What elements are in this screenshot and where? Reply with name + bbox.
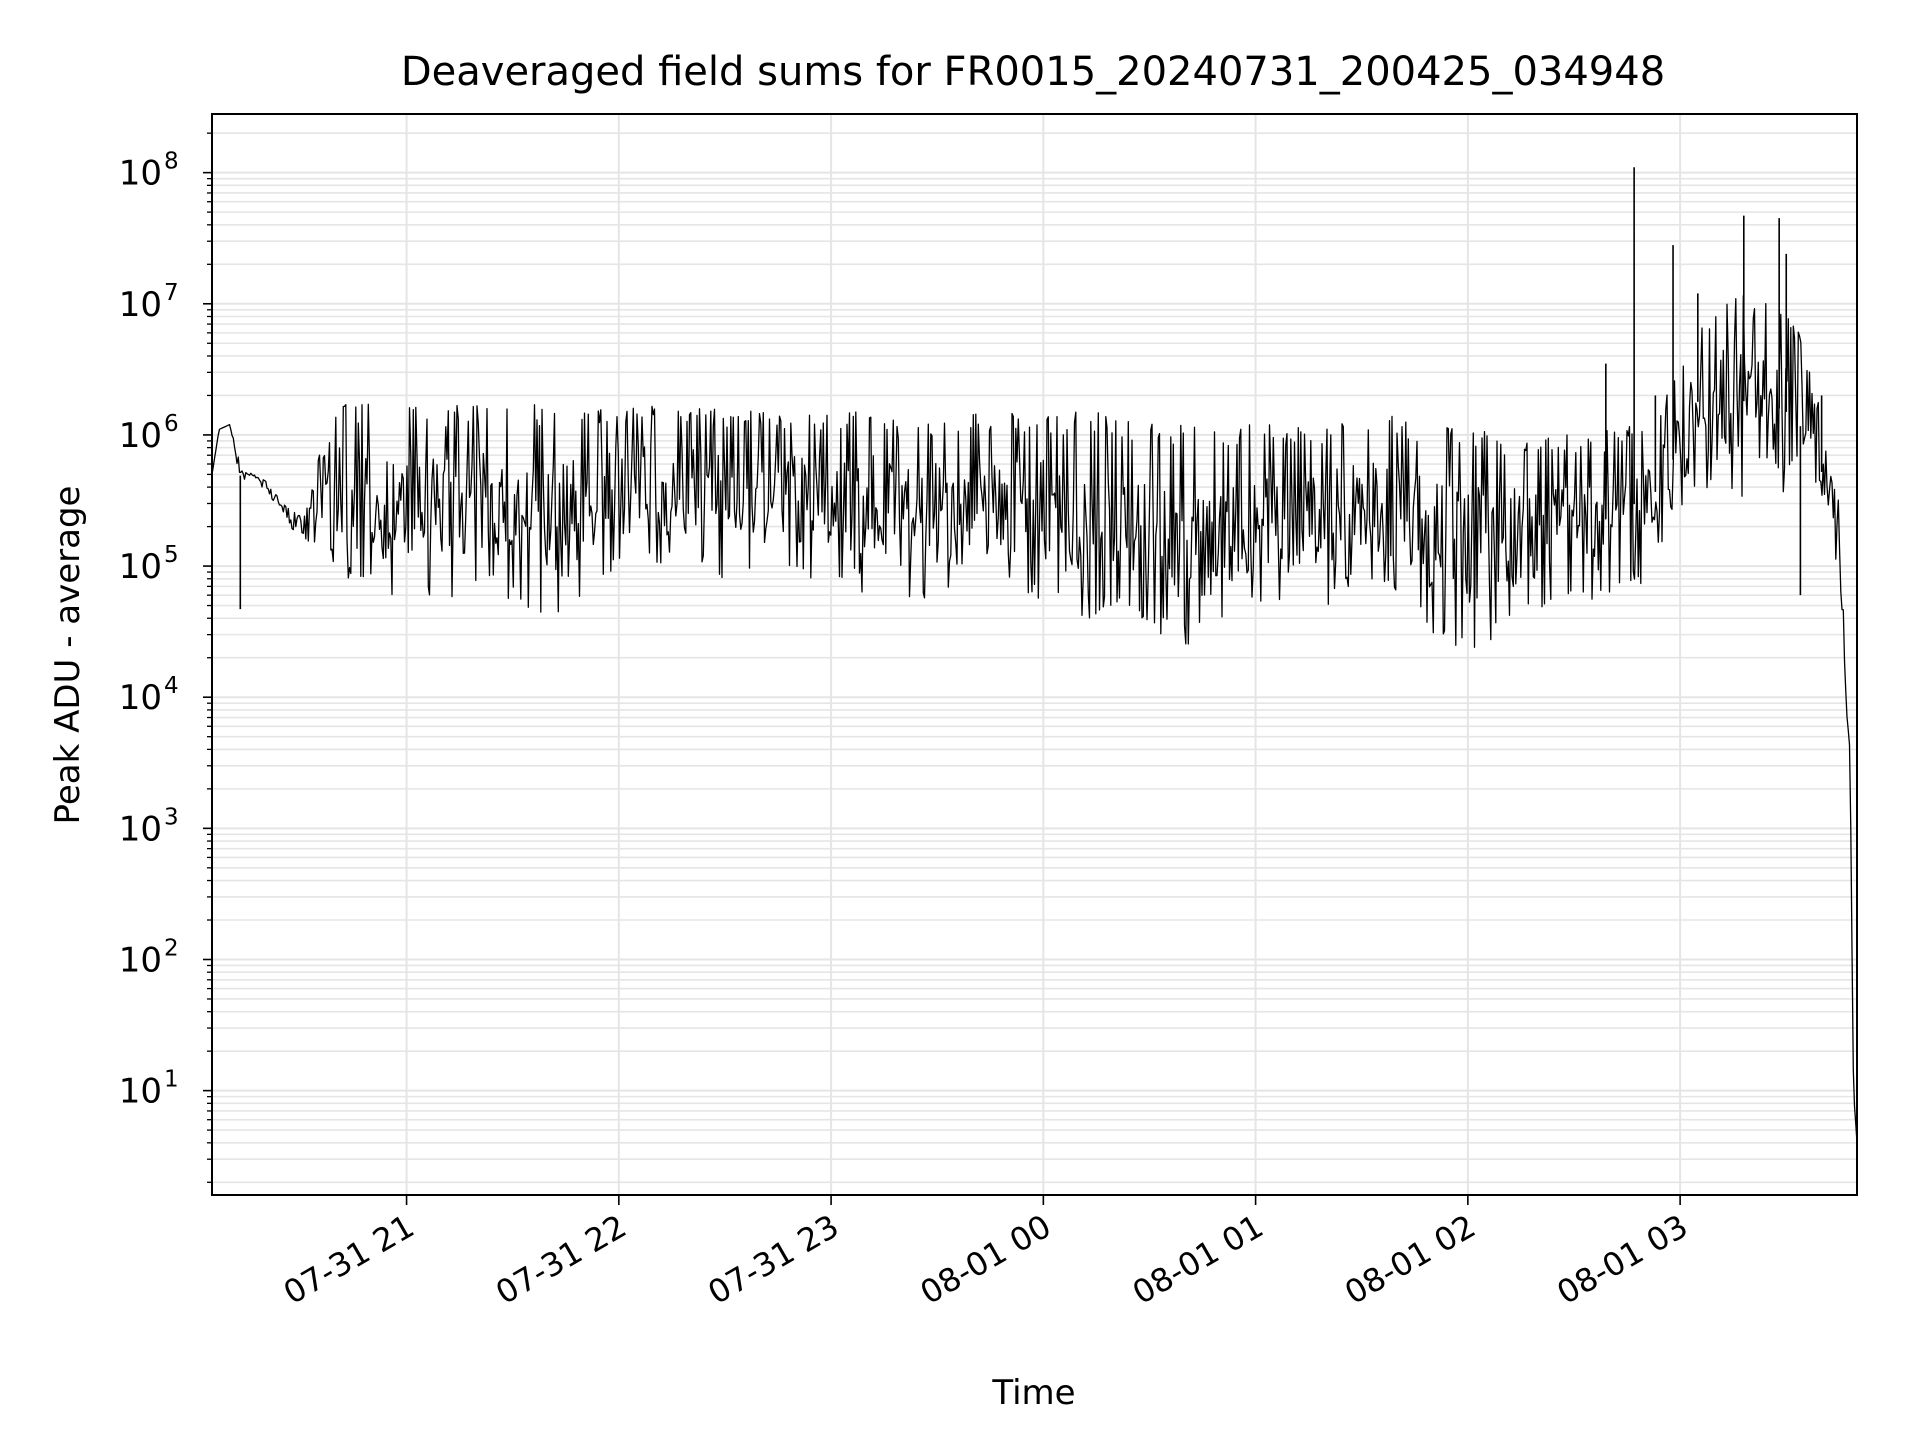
y-tick-exponent: 5: [164, 542, 179, 568]
y-axis-label: Peak ADU - average: [48, 486, 88, 825]
series-line: [211, 295, 1858, 1143]
y-tick-label: 10: [119, 547, 162, 587]
y-tick-label: 10: [119, 154, 162, 194]
y-tick-exponent: 3: [164, 804, 179, 830]
plot-frame: [211, 113, 1858, 1196]
y-tick-exponent: 4: [164, 673, 179, 699]
y-tick-label: 10: [119, 678, 162, 718]
x-axis-label: Time: [991, 1373, 1075, 1413]
y-tick-exponent: 7: [164, 280, 179, 306]
plot-data: [211, 167, 1858, 1143]
y-tick-exponent: 1: [164, 1067, 179, 1093]
chart-title: Deaveraged field sums for FR0015_2024073…: [401, 49, 1665, 95]
y-tick-label: 10: [119, 416, 162, 456]
y-tick-exponent: 8: [164, 149, 179, 175]
y-tick-label: 10: [119, 1072, 162, 1112]
y-tick-label: 10: [119, 285, 162, 325]
y-tick-label: 10: [119, 940, 162, 980]
y-tick-exponent: 6: [164, 411, 179, 437]
y-tick-label: 10: [119, 809, 162, 849]
y-tick-exponent: 2: [164, 935, 179, 961]
